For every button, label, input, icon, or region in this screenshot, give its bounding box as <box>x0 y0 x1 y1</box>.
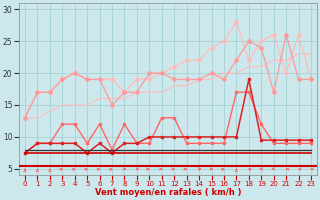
X-axis label: Vent moyen/en rafales ( km/h ): Vent moyen/en rafales ( km/h ) <box>95 188 241 197</box>
